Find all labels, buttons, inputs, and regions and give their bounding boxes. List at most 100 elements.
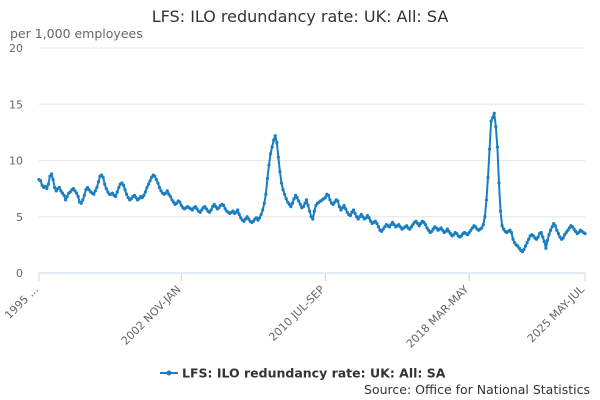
data-point <box>408 227 412 231</box>
data-point <box>425 226 429 230</box>
data-point <box>157 185 162 190</box>
data-point <box>426 228 431 232</box>
data-point <box>447 229 451 233</box>
data-point <box>171 200 176 204</box>
data-point <box>314 203 318 208</box>
data-point <box>489 119 493 123</box>
data-point <box>104 187 108 191</box>
legend[interactable]: LFS: ILO redundancy rate: UK: All: SA <box>160 366 446 381</box>
x-tick-label: 2025 MAY-JUL <box>525 282 588 345</box>
data-point <box>469 228 473 232</box>
data-point <box>292 197 296 201</box>
data-point <box>53 185 57 190</box>
data-point <box>467 230 471 235</box>
data-point <box>48 174 52 178</box>
data-point <box>520 250 525 254</box>
data-point <box>494 125 498 129</box>
data-point <box>243 217 248 221</box>
data-point <box>156 181 160 185</box>
data-point <box>115 190 119 194</box>
data-point <box>508 228 512 232</box>
data-point <box>211 205 215 209</box>
data-point <box>170 198 174 202</box>
data-point <box>273 134 277 138</box>
data-point <box>306 203 310 208</box>
chart-title: LFS: ILO redundancy rate: UK: All: SA <box>152 7 449 26</box>
data-point <box>350 210 354 214</box>
data-point <box>552 221 556 226</box>
data-point <box>491 116 495 120</box>
data-point <box>207 210 212 214</box>
data-point <box>270 145 274 149</box>
data-point <box>553 224 557 228</box>
data-point <box>336 199 340 203</box>
data-point <box>380 229 384 233</box>
data-point <box>342 203 346 208</box>
data-point <box>354 215 359 219</box>
data-point <box>323 196 327 200</box>
data-point <box>373 219 377 223</box>
data-point <box>364 216 368 220</box>
data-point <box>513 241 517 245</box>
data-point <box>517 246 521 250</box>
data-point <box>159 189 163 193</box>
data-point <box>353 211 357 215</box>
data-point <box>556 232 561 236</box>
data-point <box>473 225 478 229</box>
data-point <box>431 227 435 231</box>
data-point <box>265 176 270 181</box>
data-point <box>73 189 77 193</box>
data-point <box>65 194 69 199</box>
data-point <box>99 173 104 177</box>
data-point <box>164 191 168 195</box>
data-point <box>175 201 179 205</box>
data-point <box>301 205 305 209</box>
y-tick-label: 5 <box>16 211 23 224</box>
data-point <box>217 206 221 210</box>
data-point <box>409 225 413 229</box>
data-point <box>195 207 199 211</box>
data-point <box>480 226 484 230</box>
data-point <box>304 198 309 202</box>
data-point <box>536 235 540 239</box>
data-point <box>522 247 526 251</box>
x-tick-label: 2010 JUL-SEP <box>266 283 327 344</box>
data-point <box>106 190 110 194</box>
legend-marker-icon <box>166 370 172 376</box>
data-point <box>525 241 529 245</box>
data-point <box>134 196 138 200</box>
data-point <box>262 201 266 205</box>
data-point <box>214 205 218 209</box>
data-point <box>487 147 492 151</box>
data-point <box>103 182 107 186</box>
y-axis-unit-label: per 1,000 employees <box>10 26 143 41</box>
data-point <box>267 163 271 167</box>
data-point <box>365 214 370 218</box>
data-point <box>398 225 402 229</box>
data-point <box>348 214 352 218</box>
legend-label: LFS: ILO redundancy rate: UK: All: SA <box>182 366 446 381</box>
data-point <box>583 232 587 236</box>
data-point <box>390 220 395 224</box>
data-point <box>544 246 548 250</box>
data-point <box>120 181 124 185</box>
data-point <box>82 193 86 197</box>
x-tick-label: 2018 MAR-MAY <box>404 283 472 351</box>
data-point <box>193 205 198 209</box>
data-point <box>423 223 428 227</box>
data-point <box>498 209 503 213</box>
data-point <box>278 170 282 174</box>
data-point <box>470 226 474 230</box>
data-point <box>257 216 262 220</box>
y-axis-ticks: 0 5 10 15 20 <box>9 42 23 280</box>
data-point <box>495 145 499 149</box>
data-point <box>511 237 515 241</box>
y-tick-label: 10 <box>9 155 23 168</box>
data-point <box>527 237 531 241</box>
data-point <box>40 183 44 187</box>
data-point <box>68 190 72 194</box>
data-point <box>416 221 420 226</box>
data-point <box>84 188 88 192</box>
data-point <box>383 225 387 229</box>
data-point <box>222 203 226 208</box>
